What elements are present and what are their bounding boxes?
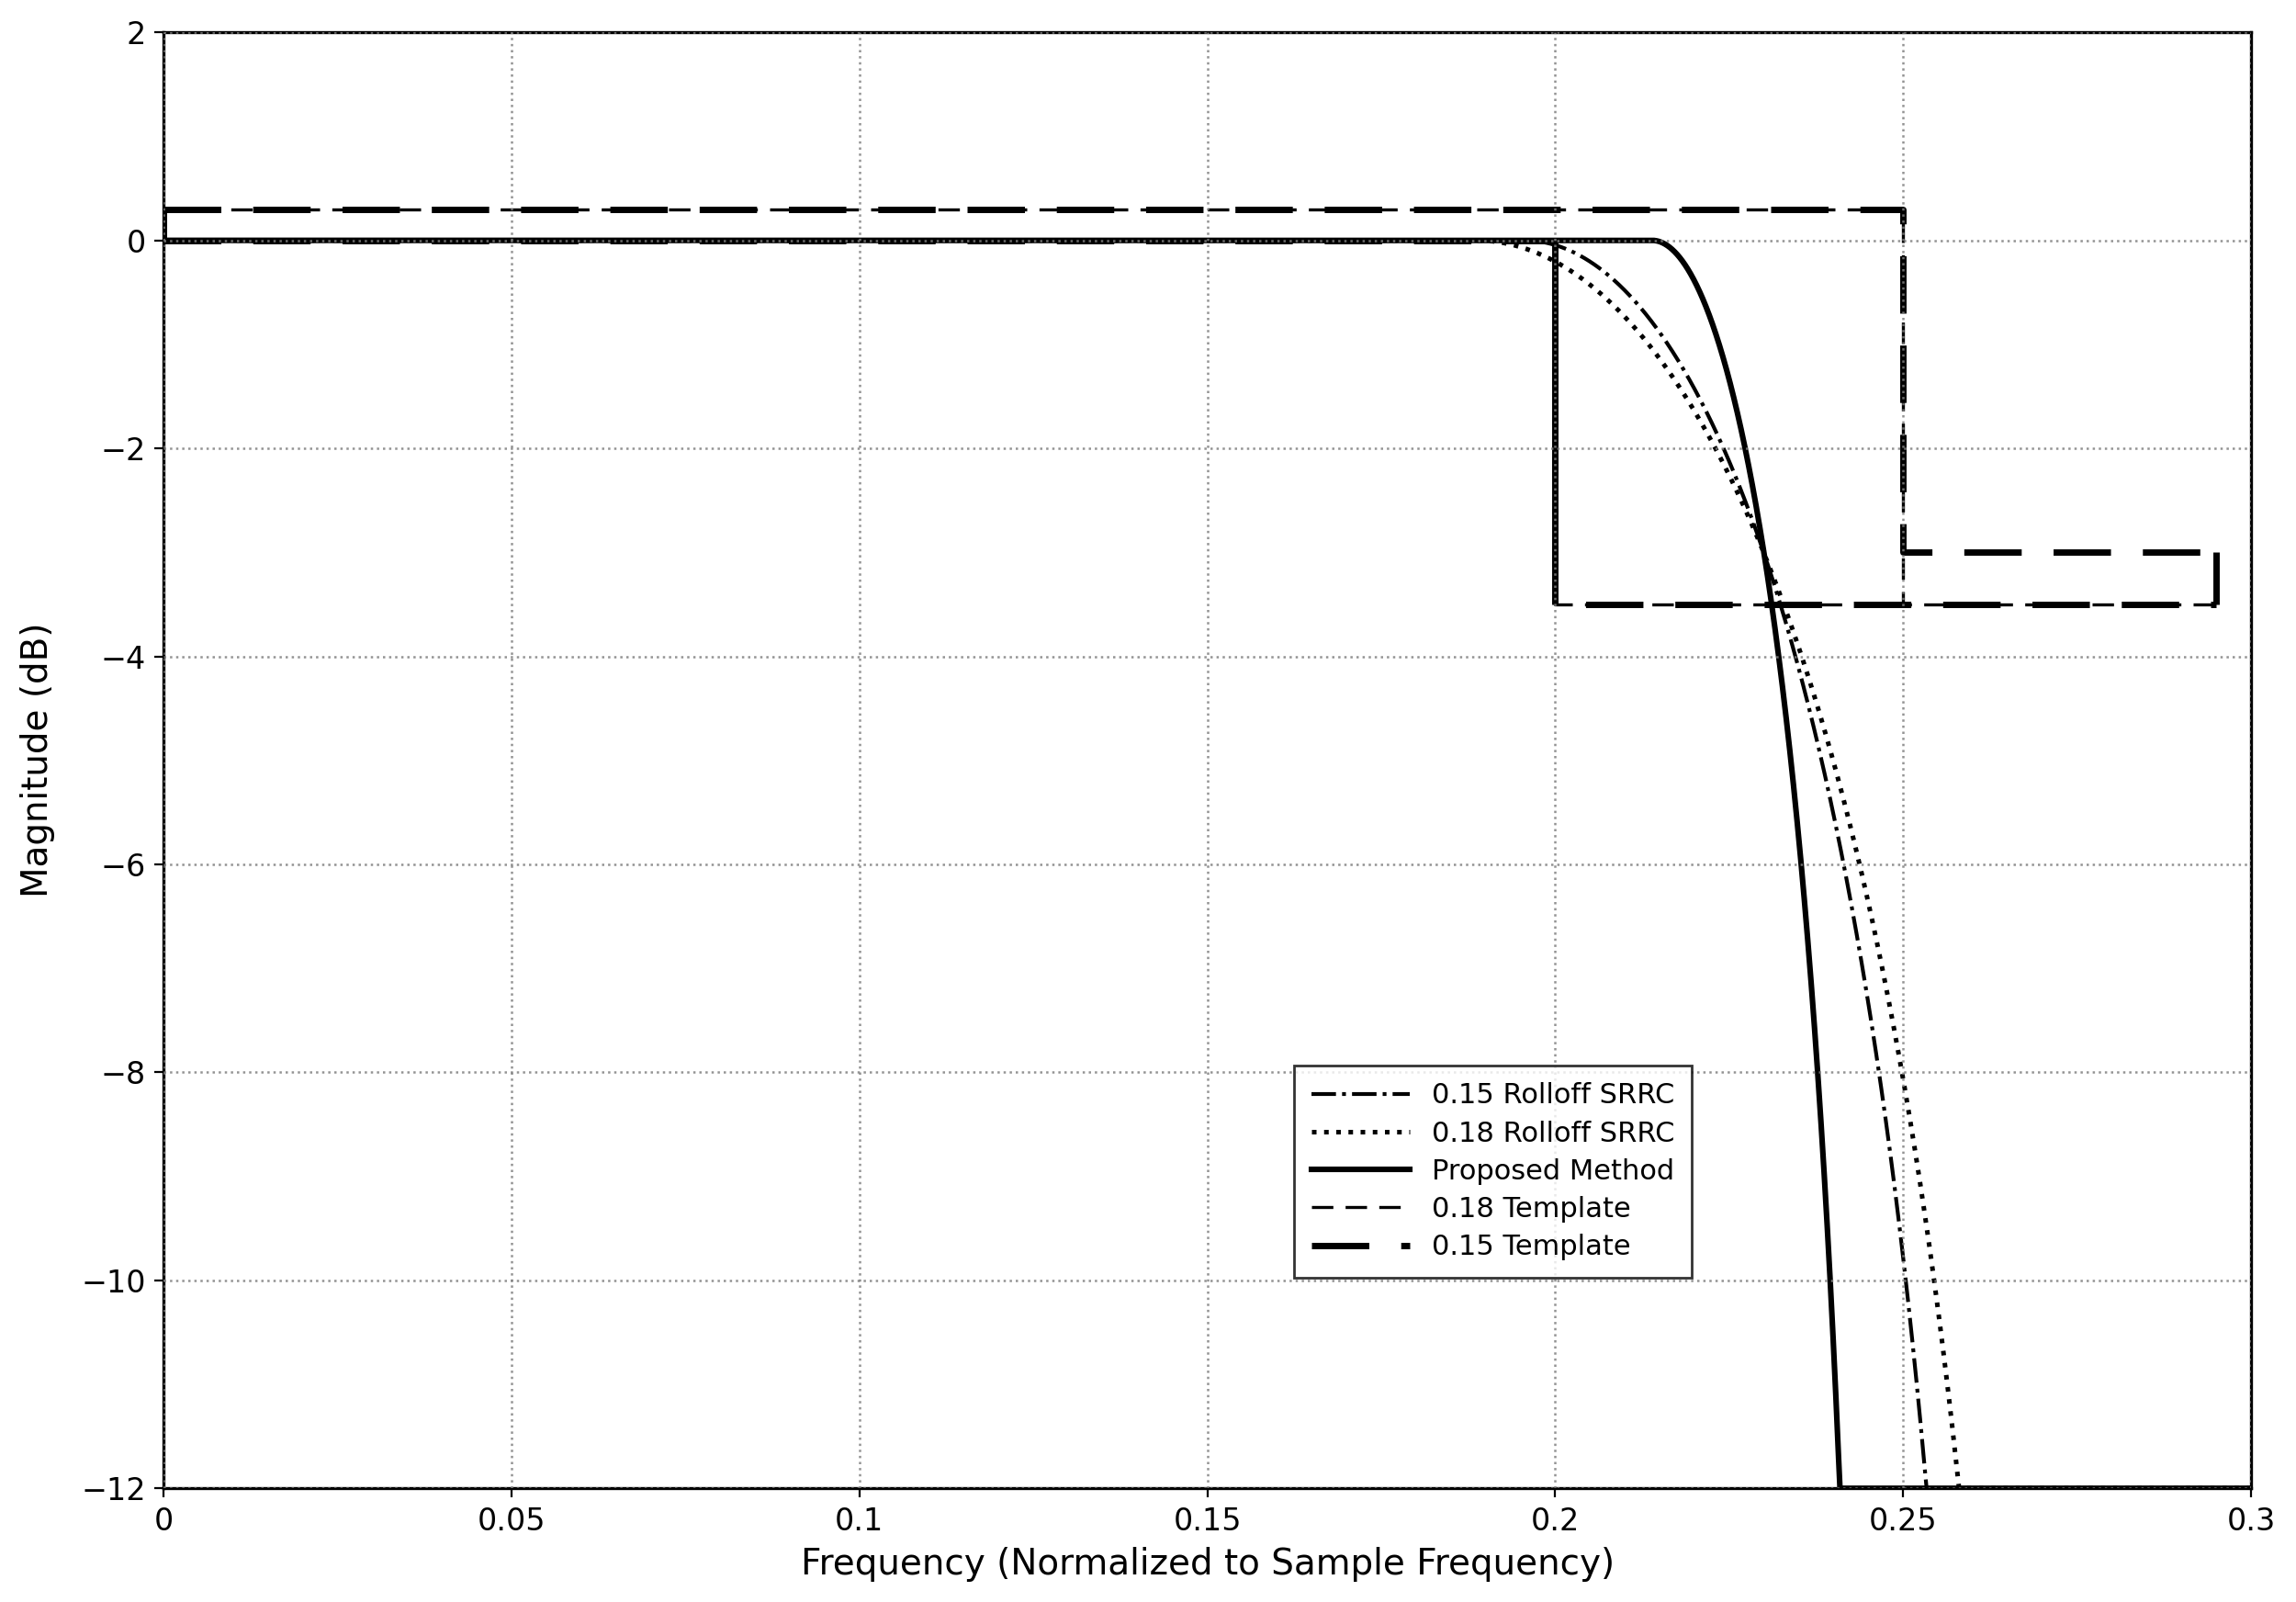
- 0.18 Rolloff SRRC: [1644, 348, 1671, 367]
- 0.15 Rolloff SRRC: [1137, 231, 1164, 250]
- Proposed Method: [670, 231, 698, 250]
- Proposed Method: [1137, 231, 1164, 250]
- 0.18 Template: [1890, 200, 1917, 219]
- Proposed Method: [149, 231, 177, 250]
- 0.15 Template: [1890, 200, 1917, 219]
- 0.15 Rolloff SRRC: [1490, 231, 1518, 250]
- 0.18 Rolloff SRRC: [670, 231, 698, 250]
- X-axis label: Frequency (Normalized to Sample Frequency): Frequency (Normalized to Sample Frequenc…: [801, 1546, 1614, 1581]
- 0.15 Rolloff SRRC: [2236, 1479, 2264, 1498]
- Proposed Method: [1825, 1479, 1853, 1498]
- Line: 0.18 Template: 0.18 Template: [163, 210, 2216, 604]
- Proposed Method: [2236, 1479, 2264, 1498]
- 0.18 Rolloff SRRC: [1945, 1479, 1972, 1498]
- 0.18 Rolloff SRRC: [2103, 1479, 2131, 1498]
- Proposed Method: [2103, 1479, 2131, 1498]
- 0.15 Rolloff SRRC: [1644, 320, 1671, 340]
- 0.15 Rolloff SRRC: [149, 231, 177, 250]
- 0.18 Rolloff SRRC: [1137, 231, 1164, 250]
- Line: 0.15 Rolloff SRRC: 0.15 Rolloff SRRC: [163, 240, 2250, 1488]
- Line: Proposed Method: Proposed Method: [163, 240, 2250, 1488]
- 0.15 Rolloff SRRC: [1913, 1479, 1940, 1498]
- Line: 0.15 Template: 0.15 Template: [163, 210, 2216, 553]
- 0.15 Template: [2202, 543, 2229, 562]
- 0.15 Rolloff SRRC: [670, 231, 698, 250]
- 0.15 Rolloff SRRC: [2103, 1479, 2131, 1498]
- Line: 0.18 Rolloff SRRC: 0.18 Rolloff SRRC: [163, 240, 2250, 1488]
- 0.15 Template: [1890, 543, 1917, 562]
- Proposed Method: [1412, 231, 1440, 250]
- 0.18 Template: [1890, 594, 1917, 614]
- 0.15 Rolloff SRRC: [1412, 231, 1440, 250]
- 0.18 Rolloff SRRC: [149, 231, 177, 250]
- 0.18 Rolloff SRRC: [2236, 1479, 2264, 1498]
- Legend: 0.15 Rolloff SRRC, 0.18 Rolloff SRRC, Proposed Method, 0.18 Template, 0.15 Templ: 0.15 Rolloff SRRC, 0.18 Rolloff SRRC, Pr…: [1295, 1065, 1692, 1277]
- Proposed Method: [1644, 232, 1671, 252]
- 0.18 Template: [149, 200, 177, 219]
- Proposed Method: [1490, 231, 1518, 250]
- 0.18 Template: [2202, 594, 2229, 614]
- Y-axis label: Magnitude (dB): Magnitude (dB): [21, 623, 55, 897]
- 0.18 Rolloff SRRC: [1412, 231, 1440, 250]
- 0.18 Rolloff SRRC: [1490, 234, 1518, 253]
- 0.15 Template: [149, 200, 177, 219]
